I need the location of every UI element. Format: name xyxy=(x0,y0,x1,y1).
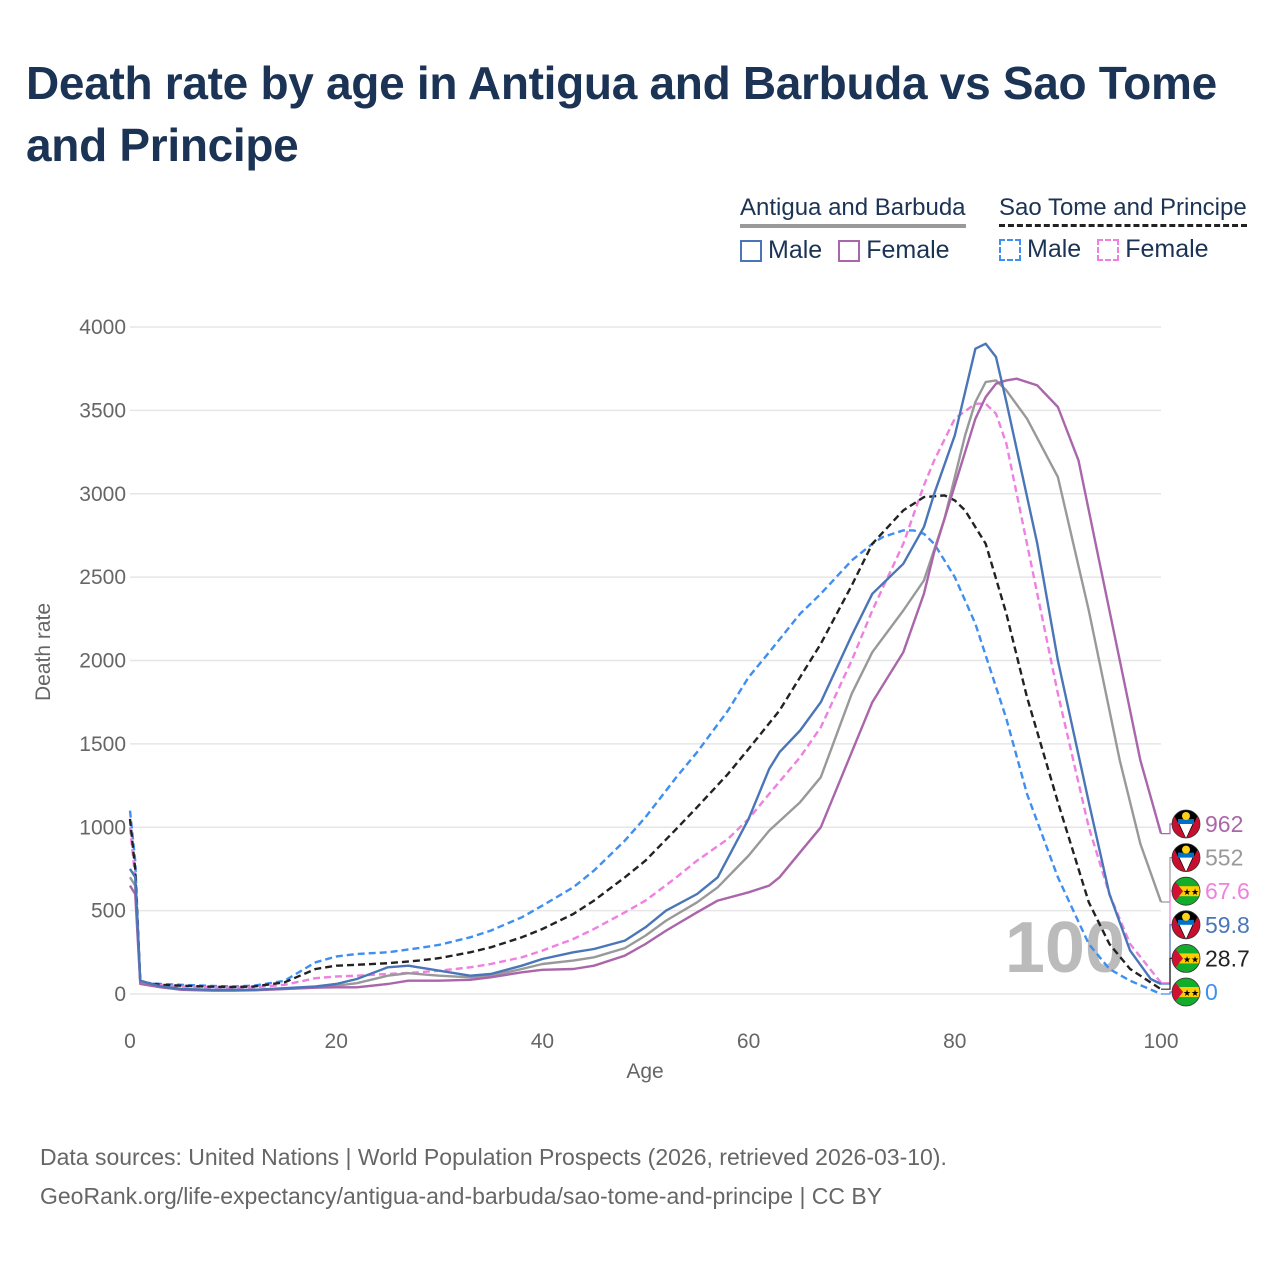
y-axis-label: Death rate xyxy=(32,603,55,701)
sao-tome-flag-icon: ★★ xyxy=(1171,977,1201,1007)
x-tick-label: 40 xyxy=(531,1030,554,1053)
x-tick-label: 0 xyxy=(124,1030,136,1053)
legend-item-sao-tome-female[interactable]: Female xyxy=(1097,235,1209,264)
legend-swatch xyxy=(838,239,861,262)
legend-label: Male xyxy=(1027,235,1082,263)
x-tick-label: 60 xyxy=(737,1030,760,1053)
y-tick-label: 2500 xyxy=(79,566,126,589)
legend-label: Female xyxy=(1125,235,1209,263)
sao-tome-flag-icon: ★★ xyxy=(1171,944,1201,973)
source-line-1: Data sources: United Nations | World Pop… xyxy=(40,1144,947,1170)
series-line-3[interactable] xyxy=(128,529,1162,996)
y-tick-label: 500 xyxy=(91,900,126,923)
legend-item-antigua-male[interactable]: Male xyxy=(740,236,822,265)
end-value-label: 59.8 xyxy=(1205,912,1250,938)
antigua-flag-icon xyxy=(1171,809,1201,839)
y-tick-label: 1500 xyxy=(79,733,126,756)
y-tick-label: 2000 xyxy=(79,650,126,673)
antigua-flag-icon xyxy=(1171,843,1201,872)
x-axis-label: Age xyxy=(626,1060,663,1083)
sao-tome-flag-icon: ★★ xyxy=(1171,876,1201,906)
end-value-label: 67.6 xyxy=(1205,878,1250,904)
chart-title: Death rate by age in Antigua and Barbuda… xyxy=(26,57,1217,171)
antigua-flag-icon xyxy=(1171,910,1201,940)
end-value-label: 28.7 xyxy=(1205,945,1250,971)
series-line-2[interactable] xyxy=(128,379,1163,992)
series-line-0[interactable] xyxy=(128,342,1162,991)
y-tick-label: 3500 xyxy=(79,399,126,422)
legend-swatch xyxy=(740,239,762,262)
year-watermark: 100 xyxy=(1005,908,1125,988)
y-tick-label: 4000 xyxy=(79,316,126,339)
svg-text:★★: ★★ xyxy=(1183,954,1199,964)
legend-label: Female xyxy=(866,236,950,264)
legend-label: Male xyxy=(768,236,823,264)
legend-group-antigua: Antigua and Barbuda Male Female xyxy=(740,194,966,265)
end-value-label: 962 xyxy=(1205,811,1243,837)
svg-text:★★: ★★ xyxy=(1183,988,1199,998)
series-line-1[interactable] xyxy=(128,377,1163,992)
legend-swatch xyxy=(999,238,1021,261)
y-tick-label: 3000 xyxy=(79,483,126,506)
end-value-label: 0 xyxy=(1205,979,1218,1005)
legend-group-title: Antigua and Barbuda xyxy=(740,194,966,228)
series-line-5[interactable] xyxy=(128,494,1162,991)
legend-item-antigua-female[interactable]: Female xyxy=(838,236,950,265)
series-line-4[interactable] xyxy=(128,402,1162,989)
source-line-2[interactable]: GeoRank.org/life-expectancy/antigua-and-… xyxy=(40,1183,883,1209)
x-tick-label: 20 xyxy=(325,1030,348,1053)
legend-swatch xyxy=(1097,238,1120,261)
y-tick-label: 1000 xyxy=(79,816,126,839)
legend-group-title: Sao Tome and Principe xyxy=(999,194,1247,227)
x-tick-label: 100 xyxy=(1143,1030,1178,1053)
svg-text:★★: ★★ xyxy=(1183,887,1199,897)
legend-item-sao-tome-male[interactable]: Male xyxy=(999,235,1081,264)
x-tick-label: 80 xyxy=(943,1030,966,1053)
y-tick-label: 0 xyxy=(114,983,126,1006)
data-source: Data sources: United Nations | World Pop… xyxy=(40,1138,947,1216)
legend-group-sao-tome: Sao Tome and Principe Male Female xyxy=(999,194,1247,264)
end-value-label: 552 xyxy=(1205,845,1243,871)
